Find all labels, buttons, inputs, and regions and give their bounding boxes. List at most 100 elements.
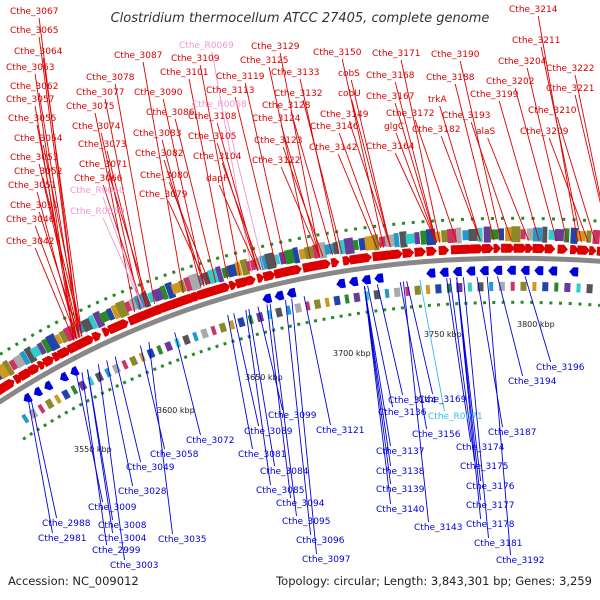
gene-label[interactable]: Cthe_3193 <box>442 111 490 121</box>
gene-label[interactable]: Cthe_3089 <box>244 427 293 437</box>
gene-label[interactable]: Cthe_3140 <box>376 505 425 515</box>
gene-label[interactable]: Cthe_3004 <box>98 534 147 544</box>
gene-label[interactable]: Cthe_3171 <box>372 49 420 59</box>
gene-label[interactable]: Cthe_3049 <box>126 463 175 473</box>
gene-label[interactable]: Cthe_3054 <box>14 134 63 144</box>
gene-label[interactable]: Cthe_3009 <box>88 503 137 513</box>
gene-label[interactable]: Cthe_3087 <box>114 51 162 61</box>
gene-label[interactable]: Cthe_R0068 <box>192 100 247 110</box>
gene-label[interactable]: Cthe_3125 <box>240 56 288 66</box>
gene-label[interactable]: Cthe_3123 <box>254 136 302 146</box>
gene-label[interactable]: Cthe_3188 <box>426 73 475 83</box>
gene-label[interactable]: Cthe_3150 <box>313 48 362 58</box>
gene-label[interactable]: Cthe_2988 <box>42 519 91 529</box>
gene-label[interactable]: Cthe_3058 <box>150 450 199 460</box>
gene-label[interactable]: trkA <box>428 95 447 105</box>
gene-label[interactable]: Cthe_3177 <box>466 501 514 511</box>
gene-label[interactable]: Cthe_3144 <box>388 396 437 406</box>
gene-label[interactable]: Cthe_3221 <box>546 84 594 94</box>
gene-label[interactable]: Cthe_3136 <box>378 408 427 418</box>
gene-label[interactable]: Cthe_3176 <box>466 482 515 492</box>
gene-label[interactable]: Cthe_3096 <box>296 536 345 546</box>
gene-label[interactable]: Cthe_3082 <box>135 149 183 159</box>
gene-label[interactable]: Cthe_3050 <box>10 201 59 211</box>
gene-label[interactable]: Cthe_3077 <box>76 88 124 98</box>
gene-label[interactable]: Cthe_3128 <box>262 101 311 111</box>
gene-label[interactable]: Cthe_2981 <box>38 534 86 544</box>
gene-label[interactable]: Cthe_3073 <box>78 140 126 150</box>
gene-label[interactable]: alaS <box>476 127 496 137</box>
gene-label[interactable]: Cthe_2999 <box>92 546 141 556</box>
gene-label[interactable]: Cthe_3101 <box>160 68 208 78</box>
gene-label[interactable]: Cthe_3046 <box>6 215 55 225</box>
gene-label[interactable]: Cthe_3097 <box>302 555 350 565</box>
gene-label[interactable]: Cthe_3055 <box>8 114 56 124</box>
gene-label[interactable]: Cthe_3086 <box>146 108 195 118</box>
gene-label[interactable]: Cthe_3121 <box>316 426 364 436</box>
gene-label[interactable]: Cthe_3182 <box>412 125 460 135</box>
gene-label[interactable]: Cthe_3168 <box>366 71 415 81</box>
gene-label[interactable]: Cthe_3187 <box>488 428 536 438</box>
gene-label[interactable]: Cthe_3003 <box>110 561 158 571</box>
gene-label[interactable]: Cthe_3051 <box>8 181 56 191</box>
gene-label[interactable]: Cthe_3211 <box>512 36 560 46</box>
gene-label[interactable]: Cthe_3074 <box>72 122 121 132</box>
gene-label[interactable]: Cthe_3067 <box>10 7 58 17</box>
gene-label[interactable]: Cthe_3042 <box>6 237 54 247</box>
gene-label[interactable]: Cthe_3138 <box>376 467 425 477</box>
gene-label[interactable]: Cthe_3064 <box>14 47 63 57</box>
gene-label[interactable]: Cthe_3143 <box>414 523 462 533</box>
gene-label[interactable]: Cthe_3146 <box>310 122 359 132</box>
gene-label[interactable]: Cthe_3008 <box>98 521 147 531</box>
gene-label[interactable]: Cthe_3156 <box>412 430 461 440</box>
gene-label[interactable]: Cthe_3190 <box>431 50 480 60</box>
gene-label[interactable]: Cthe_3063 <box>6 63 54 73</box>
gene-label[interactable]: Cthe_3066 <box>74 174 123 184</box>
gene-label[interactable]: cobU <box>338 89 361 99</box>
gene-label[interactable]: Cthe_3081 <box>238 450 286 460</box>
gene-label[interactable]: Cthe_3124 <box>252 114 301 124</box>
gene-label[interactable]: Cthe_3209 <box>520 127 569 137</box>
gene-label[interactable]: Cthe_3202 <box>486 77 534 87</box>
gene-label[interactable]: Cthe_3057 <box>6 95 54 105</box>
gene-label[interactable]: Cthe_3210 <box>528 106 577 116</box>
gene-label[interactable]: Cthe_3109 <box>171 54 220 64</box>
gene-label[interactable]: Cthe_3079 <box>139 190 188 200</box>
gene-label[interactable]: Cthe_3196 <box>536 363 585 373</box>
gene-label[interactable]: Cthe_3129 <box>251 42 300 52</box>
gene-label[interactable]: Cthe_3139 <box>376 485 425 495</box>
gene-label[interactable]: Cthe_R0060 <box>70 186 125 196</box>
gene-label[interactable]: Cthe_3028 <box>118 487 167 497</box>
gene-label[interactable]: Cthe_3174 <box>456 443 505 453</box>
gene-label[interactable]: cobS <box>338 69 360 79</box>
gene-label[interactable]: Cthe_3035 <box>158 535 206 545</box>
gene-label[interactable]: Cthe_3181 <box>474 539 522 549</box>
gene-label[interactable]: Cthe_3090 <box>134 88 183 98</box>
gene-label[interactable]: Cthe_3192 <box>496 556 544 566</box>
gene-label[interactable]: Cthe_3113 <box>206 86 254 96</box>
gene-label[interactable]: Cthe_3105 <box>188 132 236 142</box>
gene-label[interactable]: Cthe_3178 <box>466 520 515 530</box>
gene-label[interactable]: Cthe_3052 <box>14 167 62 177</box>
gene-label[interactable]: dapF <box>206 174 228 184</box>
gene-label[interactable]: Cthe_3095 <box>282 517 330 527</box>
gene-label[interactable]: Cthe_3142 <box>309 143 357 153</box>
gene-label[interactable]: Cthe_3122 <box>252 156 300 166</box>
gene-label[interactable]: Cthe_3175 <box>460 462 508 472</box>
gene-label[interactable]: Cthe_R0059 <box>70 207 125 217</box>
gene-label[interactable]: Cthe_3172 <box>386 109 434 119</box>
gene-label[interactable]: Cthe_3072 <box>186 436 234 446</box>
gene-label[interactable]: Cthe_3062 <box>10 82 58 92</box>
gene-label[interactable]: Cthe_3104 <box>193 152 242 162</box>
gene-label[interactable]: Cthe_3083 <box>133 129 181 139</box>
gene-label[interactable]: Cthe_3137 <box>376 447 424 457</box>
gene-label[interactable]: Cthe_3133 <box>271 68 319 78</box>
gene-label[interactable]: Cthe_3099 <box>268 411 317 421</box>
gene-label[interactable]: Cthe_3071 <box>79 160 127 170</box>
gene-label[interactable]: Cthe_3204 <box>498 57 547 67</box>
gene-label[interactable]: Cthe_3199 <box>470 90 519 100</box>
gene-label[interactable]: Cthe_3094 <box>276 499 325 509</box>
gene-label[interactable]: Cthe_R0069 <box>179 41 234 51</box>
gene-label[interactable]: Cthe_3085 <box>256 486 304 496</box>
gene-label[interactable]: Cthe_R0071 <box>428 412 483 422</box>
